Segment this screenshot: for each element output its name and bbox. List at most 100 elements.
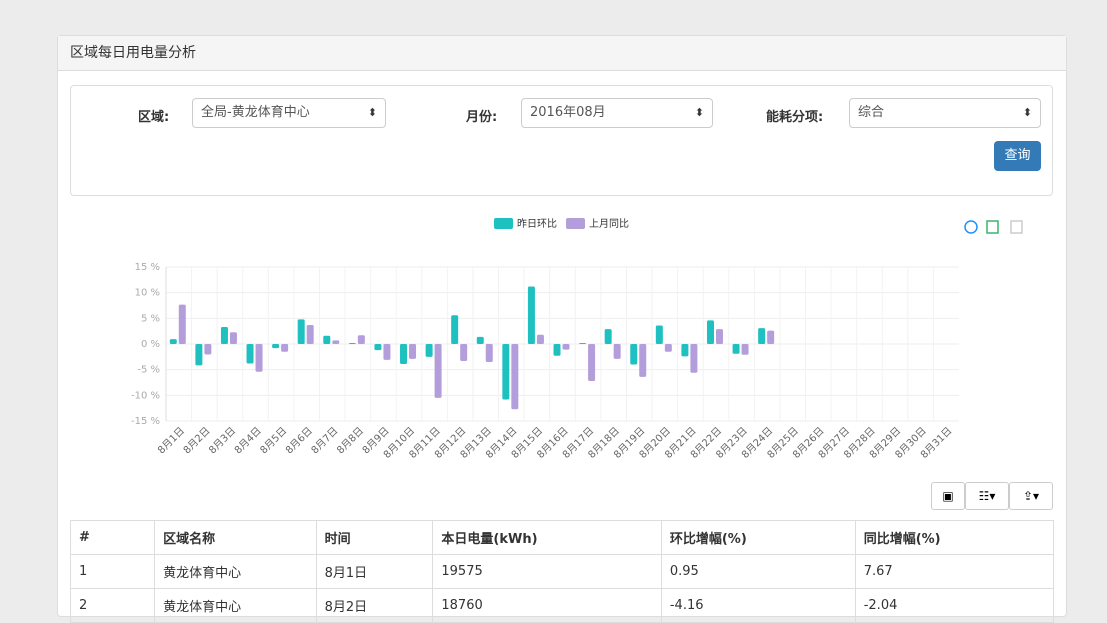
panel: 区域每日用电量分析 区域: 全局-黄龙体育中心 月份: 2016年08月 能耗分… [57,35,1067,623]
x-tick-label: 8月6日 [283,425,315,457]
bar [383,344,391,360]
bar [485,344,493,362]
bar [400,344,408,365]
bar [306,325,314,344]
column-header[interactable]: # [69,520,156,555]
bar [332,340,340,344]
bar [502,344,510,400]
x-tick-label: 8月7日 [309,425,341,457]
column-header[interactable]: 本日电量(kWh) [432,520,662,555]
table-cell: 19575 [432,554,662,589]
table-cell: 8月1日 [315,554,434,589]
table-cell: 黄龙体育中心 [154,554,317,589]
x-tick-label: 8月5日 [258,425,290,457]
select[interactable]: 全局-黄龙体育中心 [192,98,386,128]
bar [255,344,263,372]
column-header[interactable]: 同比增幅(%) [854,520,1055,555]
table-cell: 18760 [432,588,662,623]
bar [281,344,289,352]
y-tick-label: -15 % [131,416,160,427]
bar [220,327,228,344]
bar [460,344,468,361]
select[interactable]: 2016年08月 [521,98,713,128]
bar [195,344,203,366]
table-cell: 黄龙体育中心 [154,588,317,623]
y-tick-label: -5 % [137,365,160,376]
x-tick-label: 8月2日 [181,425,213,457]
select[interactable]: 综合 [849,98,1041,128]
y-tick-label: -10 % [131,390,160,401]
bar [579,342,587,344]
bar [741,344,749,355]
bar [553,344,561,356]
bar [297,319,305,344]
page: 区域每日用电量分析 区域: 全局-黄龙体育中心 月份: 2016年08月 能耗分… [0,0,1107,609]
form: 区域: 全局-黄龙体育中心 月份: 2016年08月 能耗分项: 综合 查询 [70,85,1053,196]
table-cell: 7.67 [854,554,1055,589]
bar [664,344,672,352]
bar [562,344,570,350]
y-tick-label: 10 % [135,288,160,299]
legend-label: 昨日环比 [517,218,557,230]
bar [323,335,331,344]
bar [511,344,519,410]
x-tick-label: 8月8日 [334,425,366,457]
bar [409,344,417,359]
bar [169,339,177,344]
bar [630,344,638,365]
bar [604,329,612,344]
field-label: 能耗分项: [766,110,824,125]
export-button[interactable]: ⇪▾ [1009,482,1053,510]
bar [613,344,621,359]
panel-title: 区域每日用电量分析 [58,36,1066,71]
bar [527,286,535,344]
column-header[interactable]: 环比增幅(%) [660,520,856,555]
zoom-icon[interactable] [986,220,999,234]
field-label: 月份: [466,110,498,125]
column-header[interactable]: 时间 [315,520,434,555]
bar [767,330,775,344]
bar [690,344,698,373]
query-button[interactable]: 查询 [994,141,1041,171]
table-row: 2 黄龙体育中心 8月2日 18760 -4.16 -2.04 [69,588,1055,623]
bar [229,332,237,344]
bar [348,342,356,344]
table-row: 1 黄龙体育中心 8月1日 19575 0.95 7.67 [69,554,1055,589]
table-cell: 2 [69,588,156,623]
column-header[interactable]: 区域名称 [154,520,317,555]
table-cell: -4.16 [660,588,856,623]
x-tick-label: 8月3日 [207,425,239,457]
bar [536,334,544,344]
x-tick-label: 8月1日 [155,425,187,457]
toggle-button[interactable]: ▣ [931,482,965,510]
zoom-reset-icon[interactable] [1010,220,1023,234]
bar [732,344,740,354]
toolbox[interactable] [964,220,1023,234]
refresh-icon[interactable] [964,220,978,234]
bar [272,344,280,349]
bar [758,328,766,344]
table-cell: 1 [69,554,156,589]
data-table: # 区域名称 时间 本日电量(kWh) 环比增幅(%) 同比增幅(%) 1 黄龙体育中心 8月1… [69,520,1055,623]
bar [681,344,689,357]
table-cell: -2.04 [854,588,1055,623]
legend-swatch [566,218,585,229]
chart: 昨日环比 上月同比 -15 % -10 % -5 % 0 % 5 % 10 % 15 % 8月1日… [131,218,1023,461]
bar [655,325,663,344]
x-tick-label: 8月4日 [232,425,264,457]
bar [451,315,459,344]
bar [715,329,723,344]
bar [706,320,714,344]
y-tick-label: 15 % [135,262,160,273]
table-cell: 0.95 [660,554,856,589]
columns-button[interactable]: ☷▾ [965,482,1009,510]
bar [178,304,186,344]
y-tick-label: 0 % [141,339,160,350]
bar [357,335,365,344]
y-tick-label: 5 % [141,313,160,324]
legend-swatch [494,218,513,229]
field-label: 区域: [138,110,170,125]
bar [639,344,647,377]
legend-label: 上月同比 [589,218,629,230]
bar [204,344,212,355]
